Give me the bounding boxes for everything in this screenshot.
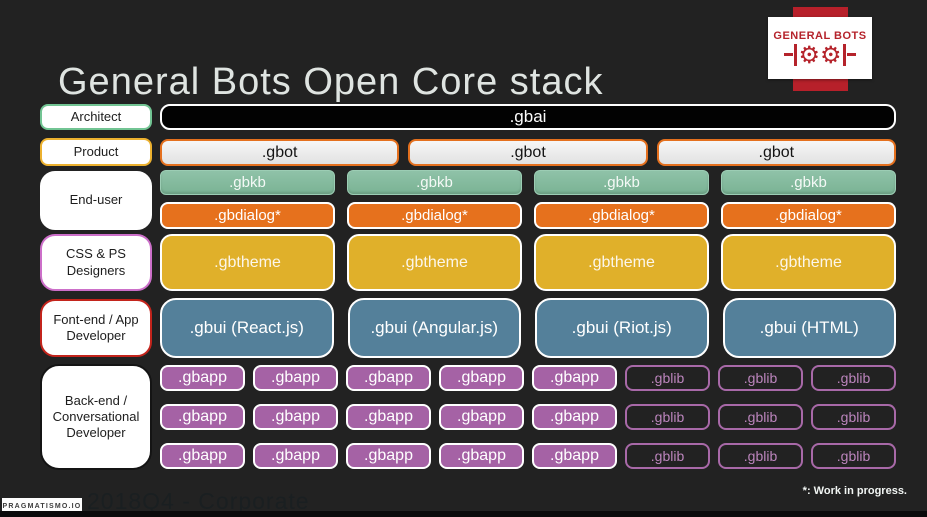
- role-label-css-ps-designers: CSS & PS Designers: [40, 234, 152, 291]
- layer-row-gbui: .gbui (React.js) .gbui (Angular.js) .gbu…: [160, 298, 896, 358]
- backend-row-2: .gbapp .gbapp .gbapp .gbapp .gbapp .gbli…: [160, 404, 896, 430]
- gbot-box: .gbot: [408, 139, 648, 166]
- gbui-box: .gbui (HTML): [722, 298, 896, 358]
- gblib-box: .gblib: [625, 365, 710, 391]
- layer-row-gbdialog: .gbdialog* .gbdialog* .gbdialog* .gbdial…: [160, 202, 896, 229]
- gear-icon: ⚙: [820, 40, 842, 69]
- logo-wordmark: GENERAL BOTS: [773, 29, 867, 42]
- gblib-box: .gblib: [718, 365, 803, 391]
- gblib-box: .gblib: [811, 443, 896, 469]
- gbkb-box: .gbkb: [534, 170, 709, 195]
- gbapp-box: .gbapp: [253, 404, 338, 430]
- gbapp-box: .gbapp: [439, 365, 524, 391]
- gbapp-box: .gbapp: [160, 443, 245, 469]
- logo-line-right: [846, 53, 856, 56]
- gblib-box: .gblib: [718, 404, 803, 430]
- gbui-box: .gbui (Riot.js): [535, 298, 709, 358]
- gbkb-box: .gbkb: [347, 170, 522, 195]
- page-title: General Bots Open Core stack: [58, 61, 604, 104]
- logo-gears: ⚙ ⚙: [784, 40, 856, 69]
- gbtheme-box: .gbtheme: [347, 234, 522, 291]
- gbapp-box: .gbapp: [532, 443, 617, 469]
- gbot-box: .gbot: [160, 139, 400, 166]
- role-label-product: Product: [40, 138, 152, 166]
- gbdialog-box: .gbdialog*: [160, 202, 335, 229]
- gear-icon: ⚙: [798, 40, 820, 69]
- role-label-backend-conversational-developer: Back-end / Conversational Developer: [40, 364, 152, 470]
- gbai-box: .gbai: [160, 104, 896, 130]
- gbapp-box: .gbapp: [532, 365, 617, 391]
- gbtheme-box: .gbtheme: [721, 234, 896, 291]
- gbot-box: .gbot: [656, 139, 896, 166]
- role-label-frontend-app-developer: Font-end / App Developer: [40, 299, 152, 357]
- gbapp-box: .gbapp: [346, 365, 431, 391]
- gbdialog-box: .gbdialog*: [721, 202, 896, 229]
- gbapp-box: .gbapp: [532, 404, 617, 430]
- footer-caption: 2018Q4 - Corporate: [87, 488, 310, 514]
- gblib-box: .gblib: [811, 404, 896, 430]
- gbtheme-box: .gbtheme: [534, 234, 709, 291]
- pragmatismo-badge: PRAGMATISMO.IO: [2, 498, 82, 514]
- gbui-box: .gbui (Angular.js): [347, 298, 521, 358]
- gbui-box: .gbui (React.js): [160, 298, 334, 358]
- layer-row-gbot: .gbot .gbot .gbot: [160, 139, 896, 166]
- layer-row-gbtheme: .gbtheme .gbtheme .gbtheme .gbtheme: [160, 234, 896, 291]
- gblib-box: .gblib: [625, 404, 710, 430]
- gbapp-box: .gbapp: [253, 443, 338, 469]
- gbdialog-box: .gbdialog*: [347, 202, 522, 229]
- gbapp-box: .gbapp: [160, 404, 245, 430]
- layer-row-gbkb: .gbkb .gbkb .gbkb .gbkb: [160, 170, 896, 195]
- gblib-box: .gblib: [811, 365, 896, 391]
- role-label-end-user: End-user: [40, 171, 152, 230]
- gbapp-box: .gbapp: [346, 404, 431, 430]
- gbapp-box: .gbapp: [160, 365, 245, 391]
- work-in-progress-note: *: Work in progress.: [802, 485, 907, 497]
- logo-bar-right: [842, 43, 846, 66]
- gbtheme-box: .gbtheme: [160, 234, 335, 291]
- backend-row-1: .gbapp .gbapp .gbapp .gbapp .gbapp .gbli…: [160, 365, 896, 391]
- gbapp-box: .gbapp: [439, 404, 524, 430]
- general-bots-logo: GENERAL BOTS ⚙ ⚙: [768, 17, 872, 79]
- gbapp-box: .gbapp: [346, 443, 431, 469]
- gbapp-box: .gbapp: [253, 365, 338, 391]
- bottom-strip: [0, 511, 927, 517]
- role-label-architect: Architect: [40, 104, 152, 130]
- gbdialog-box: .gbdialog*: [534, 202, 709, 229]
- gblib-box: .gblib: [718, 443, 803, 469]
- gbkb-box: .gbkb: [160, 170, 335, 195]
- layer-row-gbai: .gbai: [160, 104, 896, 130]
- gblib-box: .gblib: [625, 443, 710, 469]
- gbapp-box: .gbapp: [439, 443, 524, 469]
- gbkb-box: .gbkb: [721, 170, 896, 195]
- logo-bar-left: [794, 43, 798, 66]
- logo-line-left: [784, 53, 794, 56]
- backend-row-3: .gbapp .gbapp .gbapp .gbapp .gbapp .gbli…: [160, 443, 896, 469]
